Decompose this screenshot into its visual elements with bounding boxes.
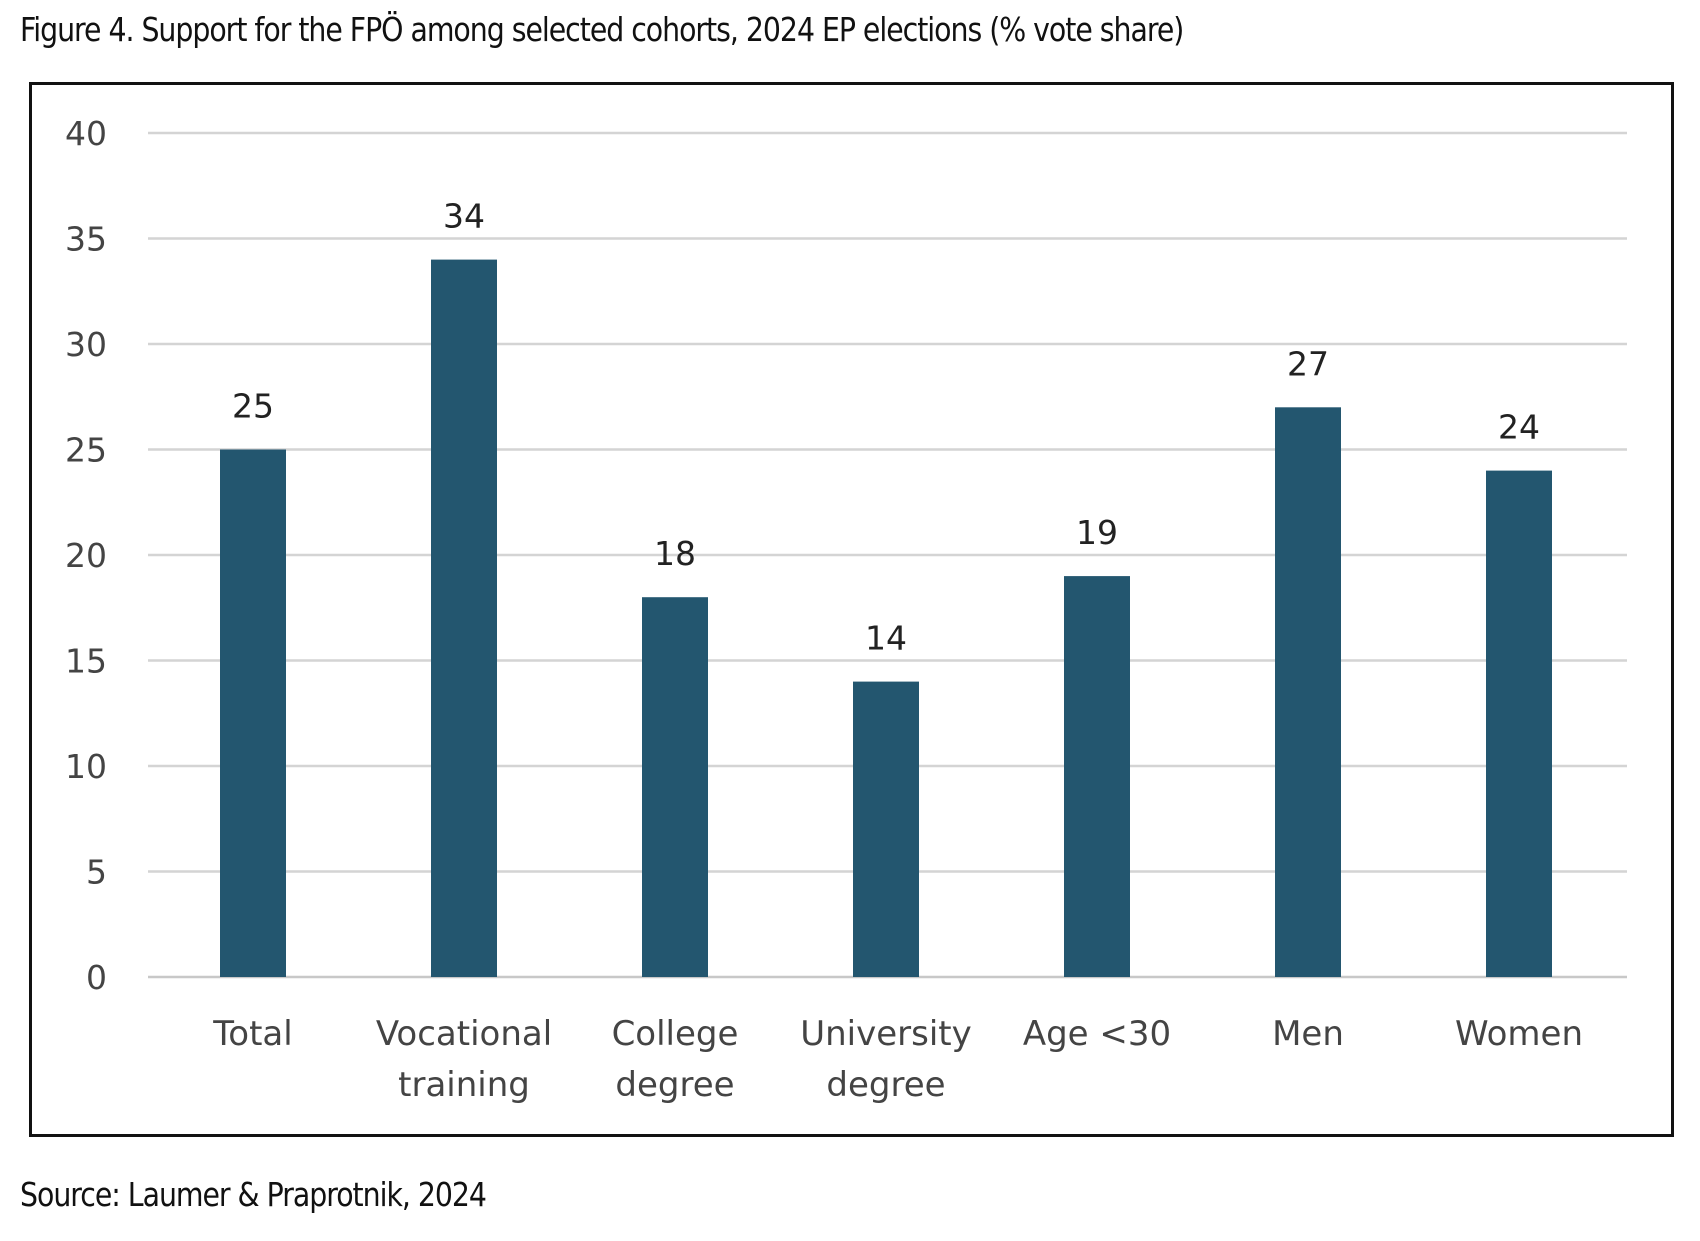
bar (1486, 470, 1552, 977)
y-tick-label: 0 (86, 958, 107, 997)
data-label: 24 (1498, 408, 1540, 447)
bar (1064, 576, 1130, 977)
chart-frame (29, 82, 1674, 1137)
x-tick-label: degree (826, 1065, 945, 1105)
data-label: 34 (443, 197, 485, 236)
y-tick-label: 25 (65, 431, 107, 470)
bar (853, 681, 919, 977)
bar (642, 597, 708, 977)
data-label: 14 (865, 619, 907, 658)
source-note: Source: Laumer & Praprotnik, 2024 (20, 1175, 487, 1214)
y-tick-label: 15 (65, 642, 107, 681)
data-labels: 25 34 18 14 19 27 24 (232, 197, 1540, 658)
x-tick-label: Vocational (376, 1014, 552, 1054)
y-axis-ticks: 0 5 10 15 20 25 30 35 40 (65, 114, 107, 997)
x-tick-label: degree (615, 1065, 734, 1105)
y-tick-label: 20 (65, 536, 107, 575)
figure-title: Figure 4. Support for the FPÖ among sele… (20, 10, 1184, 49)
x-tick-label: training (398, 1065, 530, 1105)
x-tick-label: College (612, 1014, 739, 1054)
y-tick-label: 5 (86, 853, 107, 892)
bar (220, 449, 286, 977)
y-tick-label: 40 (65, 114, 107, 153)
y-tick-label: 30 (65, 325, 107, 364)
bar (431, 259, 497, 978)
bar (1275, 407, 1341, 977)
data-label: 19 (1076, 513, 1118, 552)
bars (220, 259, 1552, 978)
y-tick-label: 35 (65, 220, 107, 259)
x-tick-label: Total (212, 1014, 292, 1054)
data-label: 18 (654, 534, 696, 573)
y-tick-label: 10 (65, 747, 107, 786)
x-tick-label: University (800, 1014, 972, 1054)
x-tick-label: Age <30 (1023, 1014, 1171, 1054)
x-tick-label: Women (1455, 1014, 1583, 1054)
x-tick-label: Men (1272, 1014, 1344, 1054)
data-label: 25 (232, 387, 274, 426)
data-label: 27 (1287, 344, 1329, 383)
x-axis-labels: Total Vocational training College degree Univ… (212, 1014, 1583, 1105)
